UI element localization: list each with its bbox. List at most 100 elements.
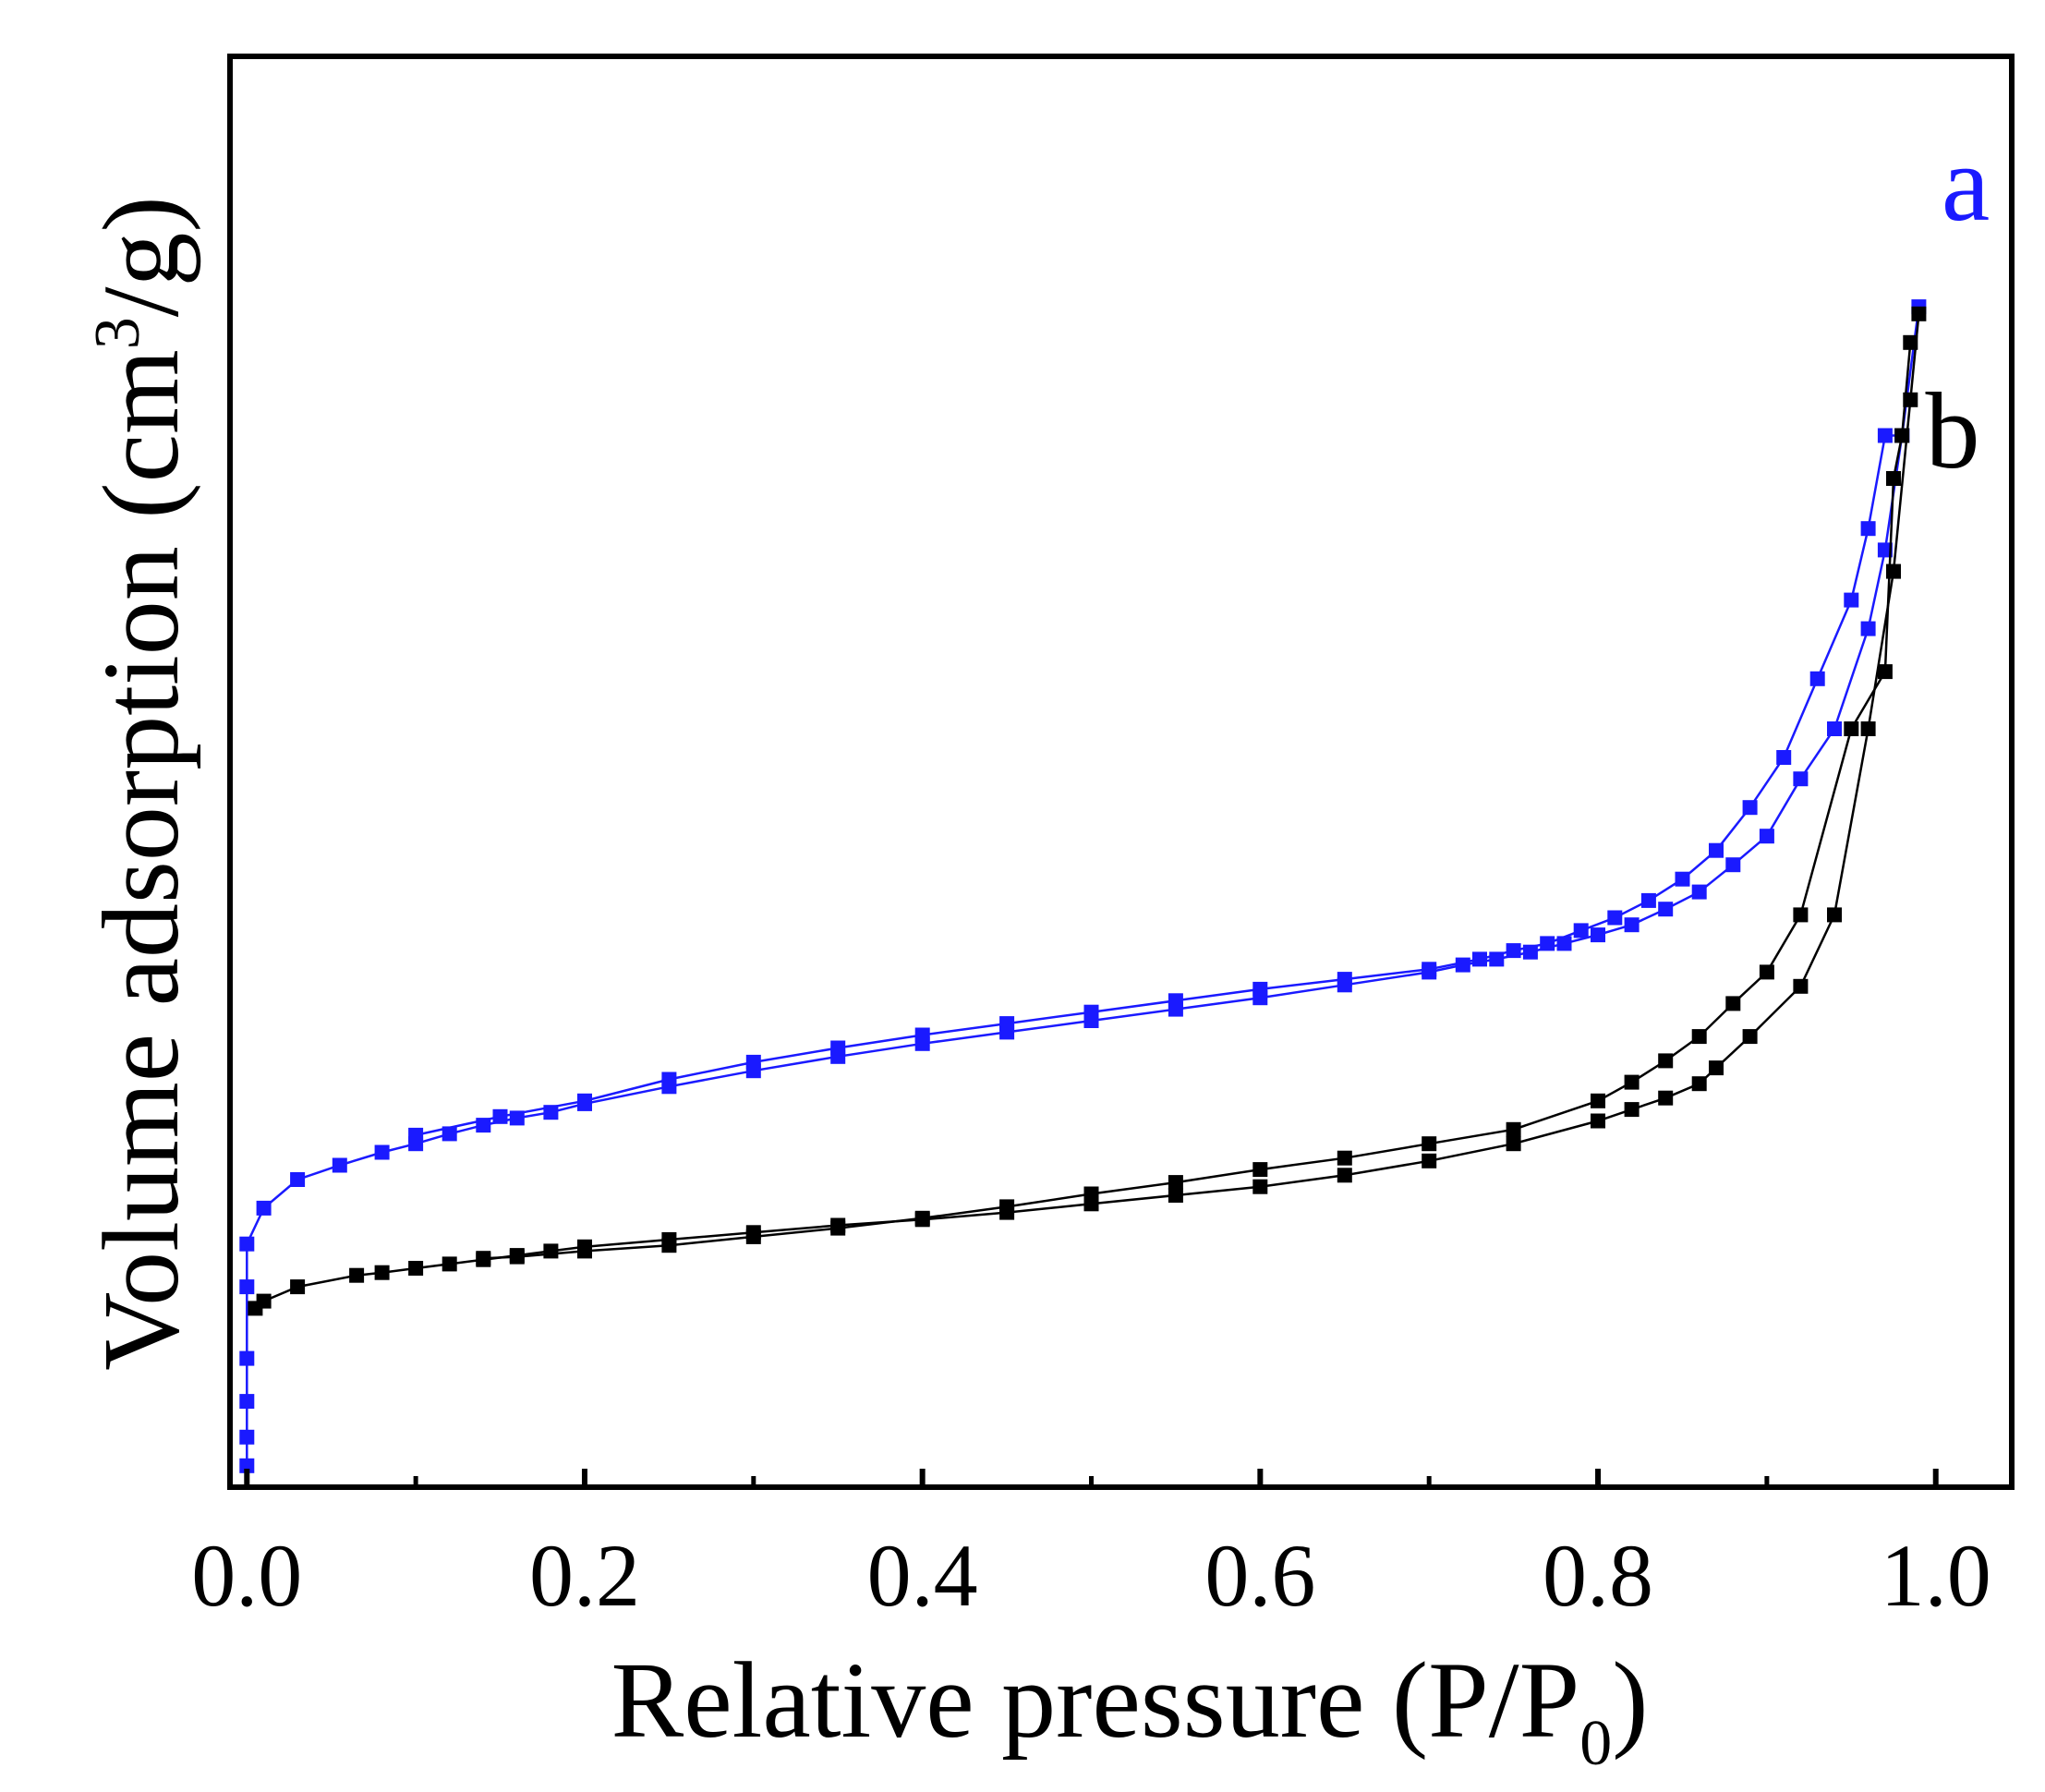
series-b-desorption-point <box>1759 964 1774 980</box>
series-b-adsorption-point <box>290 1279 306 1295</box>
series-b-adsorption-point <box>1506 1136 1521 1152</box>
series-a-adsorption-point <box>239 1236 255 1252</box>
series-b-desorption-line <box>483 342 1912 1260</box>
series-a-adsorption-point <box>1860 621 1876 636</box>
series-a-desorption-point <box>999 1016 1015 1032</box>
x-tick-label-3: 0.6 <box>1204 1526 1315 1625</box>
series-a-adsorption-point <box>1877 542 1893 558</box>
series-b-desorption-point <box>1725 996 1741 1011</box>
series-b-adsorption-point <box>442 1256 457 1272</box>
series-b-desorption-point <box>1793 907 1809 923</box>
series-b-adsorption-point <box>1624 1102 1640 1118</box>
series-a-adsorption-point <box>374 1144 390 1160</box>
series-b-desorption-point <box>1337 1150 1352 1166</box>
series-a-adsorption-point <box>1827 721 1842 736</box>
series-layer <box>239 299 1927 1473</box>
series-b-adsorption-point <box>543 1243 559 1259</box>
series-b-desorption-point <box>661 1238 677 1253</box>
series-a-desorption-point <box>1776 750 1792 765</box>
series-b-desorption-point <box>1252 1162 1268 1178</box>
series-a-desorption-point <box>1640 892 1656 908</box>
series-b-desorption-point <box>914 1210 930 1226</box>
series-b-desorption-point <box>1658 1053 1674 1069</box>
x-tick-label-2: 0.4 <box>867 1526 978 1625</box>
series-a-desorption-point <box>830 1040 846 1056</box>
series-b-desorption-point <box>1506 1121 1521 1137</box>
series-b-adsorption-point <box>1591 1113 1605 1129</box>
series-b-adsorption-point <box>1658 1090 1674 1106</box>
y-axis-label-main: Volume adsorption (cm <box>80 349 201 1371</box>
series-b-desorption-point <box>577 1243 592 1259</box>
series-a-adsorption-point <box>239 1458 255 1473</box>
series-a-adsorption-point <box>1759 829 1774 844</box>
labels: Relative pressure (P/P0) Volume adsorpti… <box>80 123 1990 1779</box>
series-a-adsorption-point <box>256 1200 272 1216</box>
series-b-adsorption-point <box>1911 306 1927 321</box>
series-b-desorption-point <box>1422 1136 1437 1152</box>
series-a-desorption-point <box>914 1027 930 1043</box>
series-b-desorption-point <box>1886 471 1901 486</box>
series-a-adsorption-point <box>290 1172 306 1187</box>
series-a-desorption-point <box>1675 871 1690 887</box>
series-b-desorption-point <box>1903 334 1918 350</box>
series-b-desorption-point <box>509 1249 525 1265</box>
series-a <box>239 299 1927 1473</box>
series-b-desorption-point <box>830 1220 846 1236</box>
series-b-desorption-point <box>999 1199 1015 1215</box>
series-b-desorption-point <box>745 1229 761 1244</box>
series-b-adsorption-point <box>1337 1168 1352 1183</box>
series-b-desorption-point <box>1083 1186 1099 1202</box>
y-axis-label: Volume adsorption (cm3/g) <box>80 196 201 1371</box>
series-a-desorption-line <box>415 434 1903 1137</box>
series-b-desorption-point <box>1591 1093 1605 1108</box>
series-b-desorption-point <box>1844 721 1859 736</box>
series-b-adsorption-point <box>1860 721 1876 736</box>
series-b-adsorption-point <box>1168 1188 1183 1203</box>
series-a-desorption-point <box>1506 943 1521 959</box>
series-a-adsorption-point <box>1793 771 1809 787</box>
series-b-adsorption-point <box>1793 978 1809 994</box>
series-b-adsorption-point <box>1827 907 1842 923</box>
series-b-desorption-point <box>1894 428 1910 443</box>
plot-frame <box>227 54 2015 1490</box>
x-axis-label-main: Relative pressure (P/P <box>611 1640 1580 1761</box>
series-a-desorption-point <box>492 1108 508 1124</box>
series-b-adsorption-point <box>256 1293 272 1309</box>
series-a-desorption-point <box>1472 951 1487 967</box>
series-a-desorption-point <box>1809 671 1825 686</box>
series-a-adsorption-point <box>239 1279 255 1295</box>
series-a-adsorption-point <box>332 1157 347 1173</box>
x-tick-label-5: 1.0 <box>1881 1526 1991 1625</box>
series-b-desorption-point <box>1691 1029 1707 1045</box>
series-a-desorption-point <box>661 1072 677 1087</box>
x-axis-label: Relative pressure (P/P0) <box>611 1640 1649 1779</box>
series-a-desorption-point <box>1573 923 1589 938</box>
series-a-adsorption-point <box>442 1126 457 1142</box>
series-a-adsorption-point <box>1591 927 1605 943</box>
series-a-desorption-point <box>1168 993 1183 1009</box>
series-b-adsorption-point <box>349 1267 365 1283</box>
series-a-desorption-point <box>1877 428 1893 443</box>
x-axis-label-tail: ) <box>1612 1640 1648 1761</box>
series-a-desorption-point <box>1844 592 1859 608</box>
series-a-desorption-point <box>408 1127 424 1143</box>
series-a-desorption-point <box>745 1054 761 1070</box>
series-b-adsorption-point <box>1252 1179 1268 1194</box>
x-tick-label-4: 0.8 <box>1543 1526 1653 1625</box>
series-b-desorption-point <box>1877 664 1893 680</box>
series-b-label: b <box>1926 370 1980 491</box>
x-ticks: 0.0 0.2 0.4 0.6 0.8 1.0 <box>191 1469 1991 1625</box>
series-b-adsorption-line <box>254 313 1920 1310</box>
y-axis-label-superscript: 3 <box>82 317 153 349</box>
series-a-adsorption-point <box>1691 884 1707 900</box>
series-a-adsorption-point <box>239 1429 255 1445</box>
x-tick-label-0: 0.0 <box>191 1526 302 1625</box>
series-b-adsorption-point <box>1422 1153 1437 1168</box>
series-a-desorption-point <box>1860 521 1876 537</box>
series-a-desorption-point <box>1337 972 1352 987</box>
series-a-adsorption-line <box>246 306 1920 1466</box>
series-b-desorption-point <box>476 1251 491 1266</box>
series-a-desorption-point <box>1607 910 1623 926</box>
series-b-adsorption-point <box>1691 1076 1707 1092</box>
